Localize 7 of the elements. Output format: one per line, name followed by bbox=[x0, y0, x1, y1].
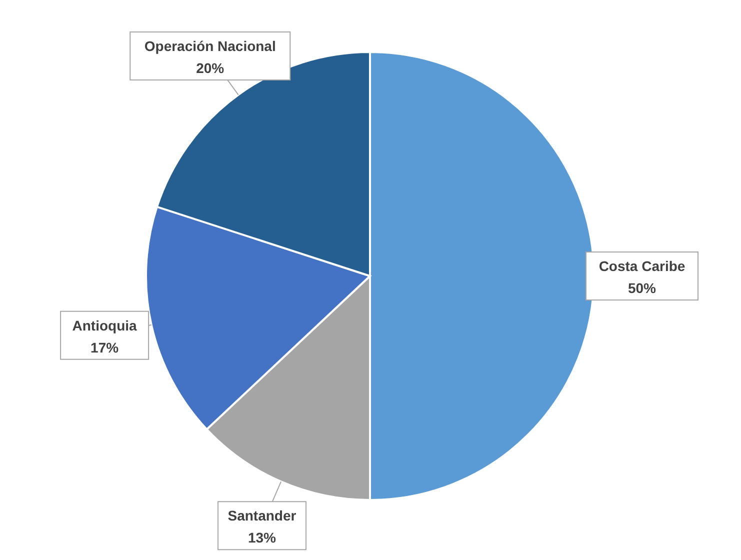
slice-label: Operación Nacional bbox=[144, 38, 276, 54]
slice-label: Costa Caribe bbox=[598, 258, 686, 274]
data-label: 20% bbox=[196, 60, 225, 76]
data-label: 17% bbox=[90, 339, 120, 356]
data-label: 50% bbox=[628, 280, 657, 296]
data-label: 13% bbox=[248, 530, 277, 546]
slice-label: Santander bbox=[228, 508, 297, 524]
